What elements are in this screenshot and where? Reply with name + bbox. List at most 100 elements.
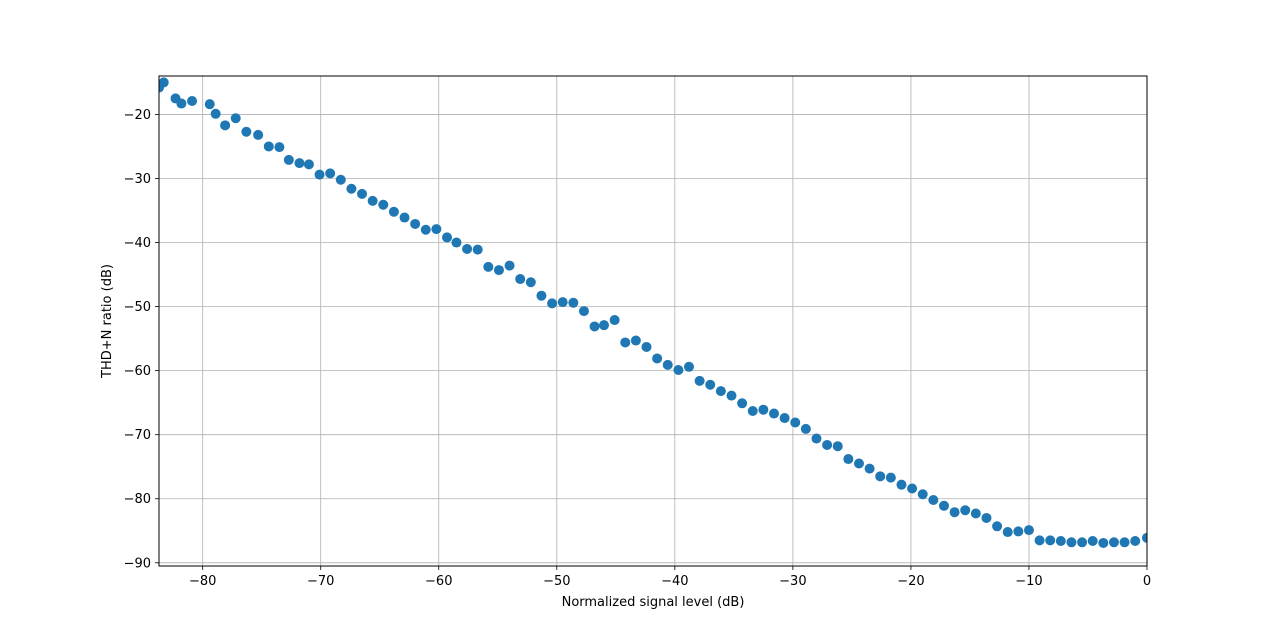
- data-point: [589, 321, 600, 332]
- data-point: [367, 195, 378, 206]
- data-point: [314, 169, 325, 180]
- data-point: [230, 113, 241, 124]
- x-tick-label: −50: [543, 574, 570, 589]
- y-tick-label: −60: [124, 364, 151, 379]
- data-point: [822, 439, 833, 450]
- data-point: [1108, 537, 1119, 548]
- data-point: [378, 199, 389, 210]
- data-point: [1002, 527, 1013, 538]
- data-point: [1066, 537, 1077, 548]
- data-point: [536, 290, 547, 301]
- data-point: [451, 237, 462, 248]
- data-point: [758, 404, 769, 415]
- data-point: [515, 274, 526, 285]
- x-tick-label: −10: [1015, 574, 1042, 589]
- data-point: [907, 483, 918, 494]
- data-point: [1119, 537, 1130, 548]
- data-point: [1077, 537, 1088, 548]
- data-point: [779, 413, 790, 424]
- data-point: [410, 218, 421, 229]
- data-point: [630, 335, 641, 346]
- y-tick-label: −70: [124, 428, 151, 443]
- data-point: [1087, 536, 1098, 547]
- data-point: [210, 108, 221, 119]
- data-point: [253, 129, 264, 140]
- data-point: [992, 521, 1003, 532]
- data-point: [1055, 536, 1066, 547]
- data-point: [1023, 525, 1034, 536]
- data-point: [599, 320, 610, 331]
- data-point: [694, 375, 705, 386]
- y-tick-label: −50: [124, 300, 151, 315]
- data-point: [325, 168, 336, 179]
- data-point: [1013, 526, 1024, 537]
- plot-frame: [158, 75, 1148, 567]
- data-point: [747, 405, 758, 416]
- data-point: [442, 232, 453, 243]
- x-tick-label: −20: [897, 574, 924, 589]
- data-point: [462, 243, 473, 254]
- data-point: [832, 441, 843, 452]
- data-point: [578, 306, 589, 317]
- data-point: [220, 120, 231, 131]
- data-point: [346, 183, 357, 194]
- x-tick-label: −80: [189, 574, 216, 589]
- data-point: [652, 353, 663, 364]
- data-point: [357, 188, 368, 199]
- data-point: [1142, 532, 1147, 543]
- data-point: [472, 244, 483, 255]
- data-point: [568, 297, 579, 308]
- data-point: [673, 365, 684, 375]
- data-point: [1045, 535, 1056, 546]
- data-point: [715, 386, 726, 397]
- data-point: [620, 337, 631, 348]
- data-point: [917, 489, 928, 500]
- data-point: [1130, 536, 1141, 547]
- data-point: [641, 341, 652, 352]
- data-point: [283, 154, 294, 165]
- data-point: [875, 471, 886, 482]
- data-point: [970, 508, 981, 519]
- data-point: [662, 359, 673, 370]
- data-point: [335, 174, 346, 185]
- y-tick-label: −40: [124, 236, 151, 251]
- data-point: [843, 454, 854, 465]
- y-tick-label: −90: [124, 556, 151, 571]
- data-point: [263, 141, 274, 152]
- y-tick-label: −30: [124, 172, 151, 187]
- data-point: [768, 408, 779, 419]
- data-point: [790, 417, 801, 428]
- data-point: [399, 212, 410, 223]
- data-point: [547, 298, 558, 309]
- data-point: [1034, 535, 1045, 546]
- data-point: [981, 512, 992, 523]
- data-point: [483, 261, 494, 272]
- data-point: [960, 505, 971, 516]
- data-point: [705, 379, 716, 390]
- data-point: [388, 206, 399, 217]
- data-point: [684, 361, 695, 372]
- data-point: [176, 98, 187, 109]
- data-point: [187, 95, 198, 106]
- data-point: [274, 142, 285, 153]
- data-point: [525, 277, 536, 288]
- data-point: [811, 433, 822, 444]
- data-point: [949, 507, 960, 518]
- data-point: [241, 126, 252, 137]
- ticks-layer: −80 −70 −60 −50 −40 −30 −20 −10 0 −20 −30 −40 −50 −60…: [124, 108, 1152, 589]
- x-tick-label: −40: [661, 574, 688, 589]
- x-tick-label: −70: [307, 574, 334, 589]
- data-point: [159, 77, 169, 88]
- data-point: [800, 423, 811, 434]
- y-tick-label: −20: [124, 108, 151, 123]
- data-point: [504, 260, 515, 271]
- x-tick-label: −30: [779, 574, 806, 589]
- y-axis-label: THD+N ratio (dB): [100, 264, 115, 379]
- data-point: [420, 224, 431, 235]
- data-point: [1098, 537, 1109, 548]
- data-point: [557, 297, 568, 308]
- data-point: [938, 500, 949, 511]
- data-point: [609, 315, 620, 326]
- data-point: [294, 158, 305, 169]
